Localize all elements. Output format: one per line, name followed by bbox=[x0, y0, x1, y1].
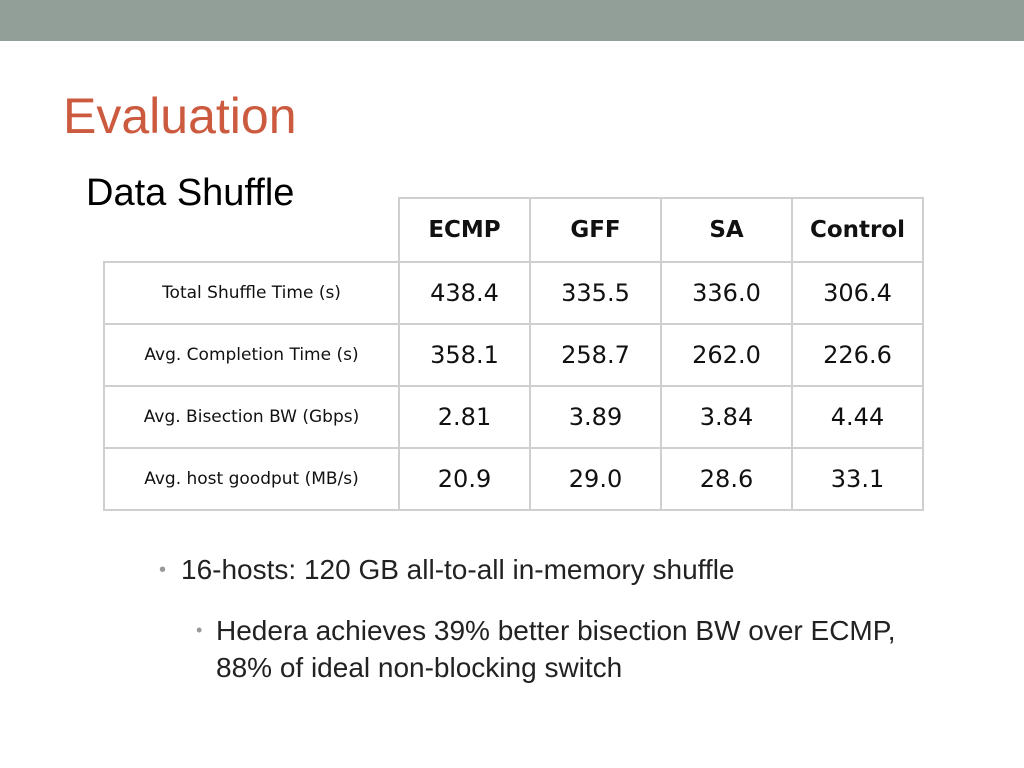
row-label-total-shuffle-time: Total Shuffle Time (s) bbox=[103, 261, 400, 325]
column-header-ecmp: ECMP bbox=[398, 197, 531, 263]
bullet-item-level-2: • Hedera achieves 39% better bisection B… bbox=[196, 612, 916, 686]
table-cell: 3.84 bbox=[660, 385, 793, 449]
column-header-sa: SA bbox=[660, 197, 793, 263]
row-label-avg-host-goodput: Avg. host goodput (MB/s) bbox=[103, 447, 400, 511]
table-cell: 3.89 bbox=[529, 385, 662, 449]
table-cell: 438.4 bbox=[398, 261, 531, 325]
table-cell: 306.4 bbox=[791, 261, 924, 325]
table-cell: 4.44 bbox=[791, 385, 924, 449]
row-label-avg-completion-time: Avg. Completion Time (s) bbox=[103, 323, 400, 387]
table-cell: 2.81 bbox=[398, 385, 531, 449]
bullet-item-level-1: • 16-hosts: 120 GB all-to-all in-memory … bbox=[159, 552, 735, 588]
bullet-dot-icon: • bbox=[196, 620, 203, 640]
table-cell: 336.0 bbox=[660, 261, 793, 325]
column-header-control: Control bbox=[791, 197, 924, 263]
table-cell: 226.6 bbox=[791, 323, 924, 387]
table-cell: 262.0 bbox=[660, 323, 793, 387]
table-cell: 33.1 bbox=[791, 447, 924, 511]
table-corner-cell bbox=[104, 198, 400, 263]
bullet-text: 16-hosts: 120 GB all-to-all in-memory sh… bbox=[181, 554, 735, 585]
table-cell: 29.0 bbox=[529, 447, 662, 511]
bullet-dot-icon: • bbox=[159, 559, 167, 581]
table-row: Avg. Completion Time (s) 358.1 258.7 262… bbox=[103, 323, 924, 387]
table-row: Total Shuffle Time (s) 438.4 335.5 336.0… bbox=[103, 261, 924, 325]
top-accent-bar bbox=[0, 0, 1024, 41]
table-cell: 258.7 bbox=[529, 323, 662, 387]
table-cell: 335.5 bbox=[529, 261, 662, 325]
slide-title: Evaluation bbox=[63, 88, 297, 144]
table-row: Avg. Bisection BW (Gbps) 2.81 3.89 3.84 … bbox=[103, 385, 924, 449]
table-header-row: ECMP GFF SA Control bbox=[104, 197, 924, 263]
table-cell: 28.6 bbox=[660, 447, 793, 511]
bullet-text: Hedera achieves 39% better bisection BW … bbox=[216, 615, 896, 683]
row-label-avg-bisection-bw: Avg. Bisection BW (Gbps) bbox=[103, 385, 400, 449]
table-cell: 20.9 bbox=[398, 447, 531, 511]
table-cell: 358.1 bbox=[398, 323, 531, 387]
table-row: Avg. host goodput (MB/s) 20.9 29.0 28.6 … bbox=[103, 447, 924, 511]
results-table: ECMP GFF SA Control Total Shuffle Time (… bbox=[103, 197, 924, 511]
column-header-gff: GFF bbox=[529, 197, 662, 263]
